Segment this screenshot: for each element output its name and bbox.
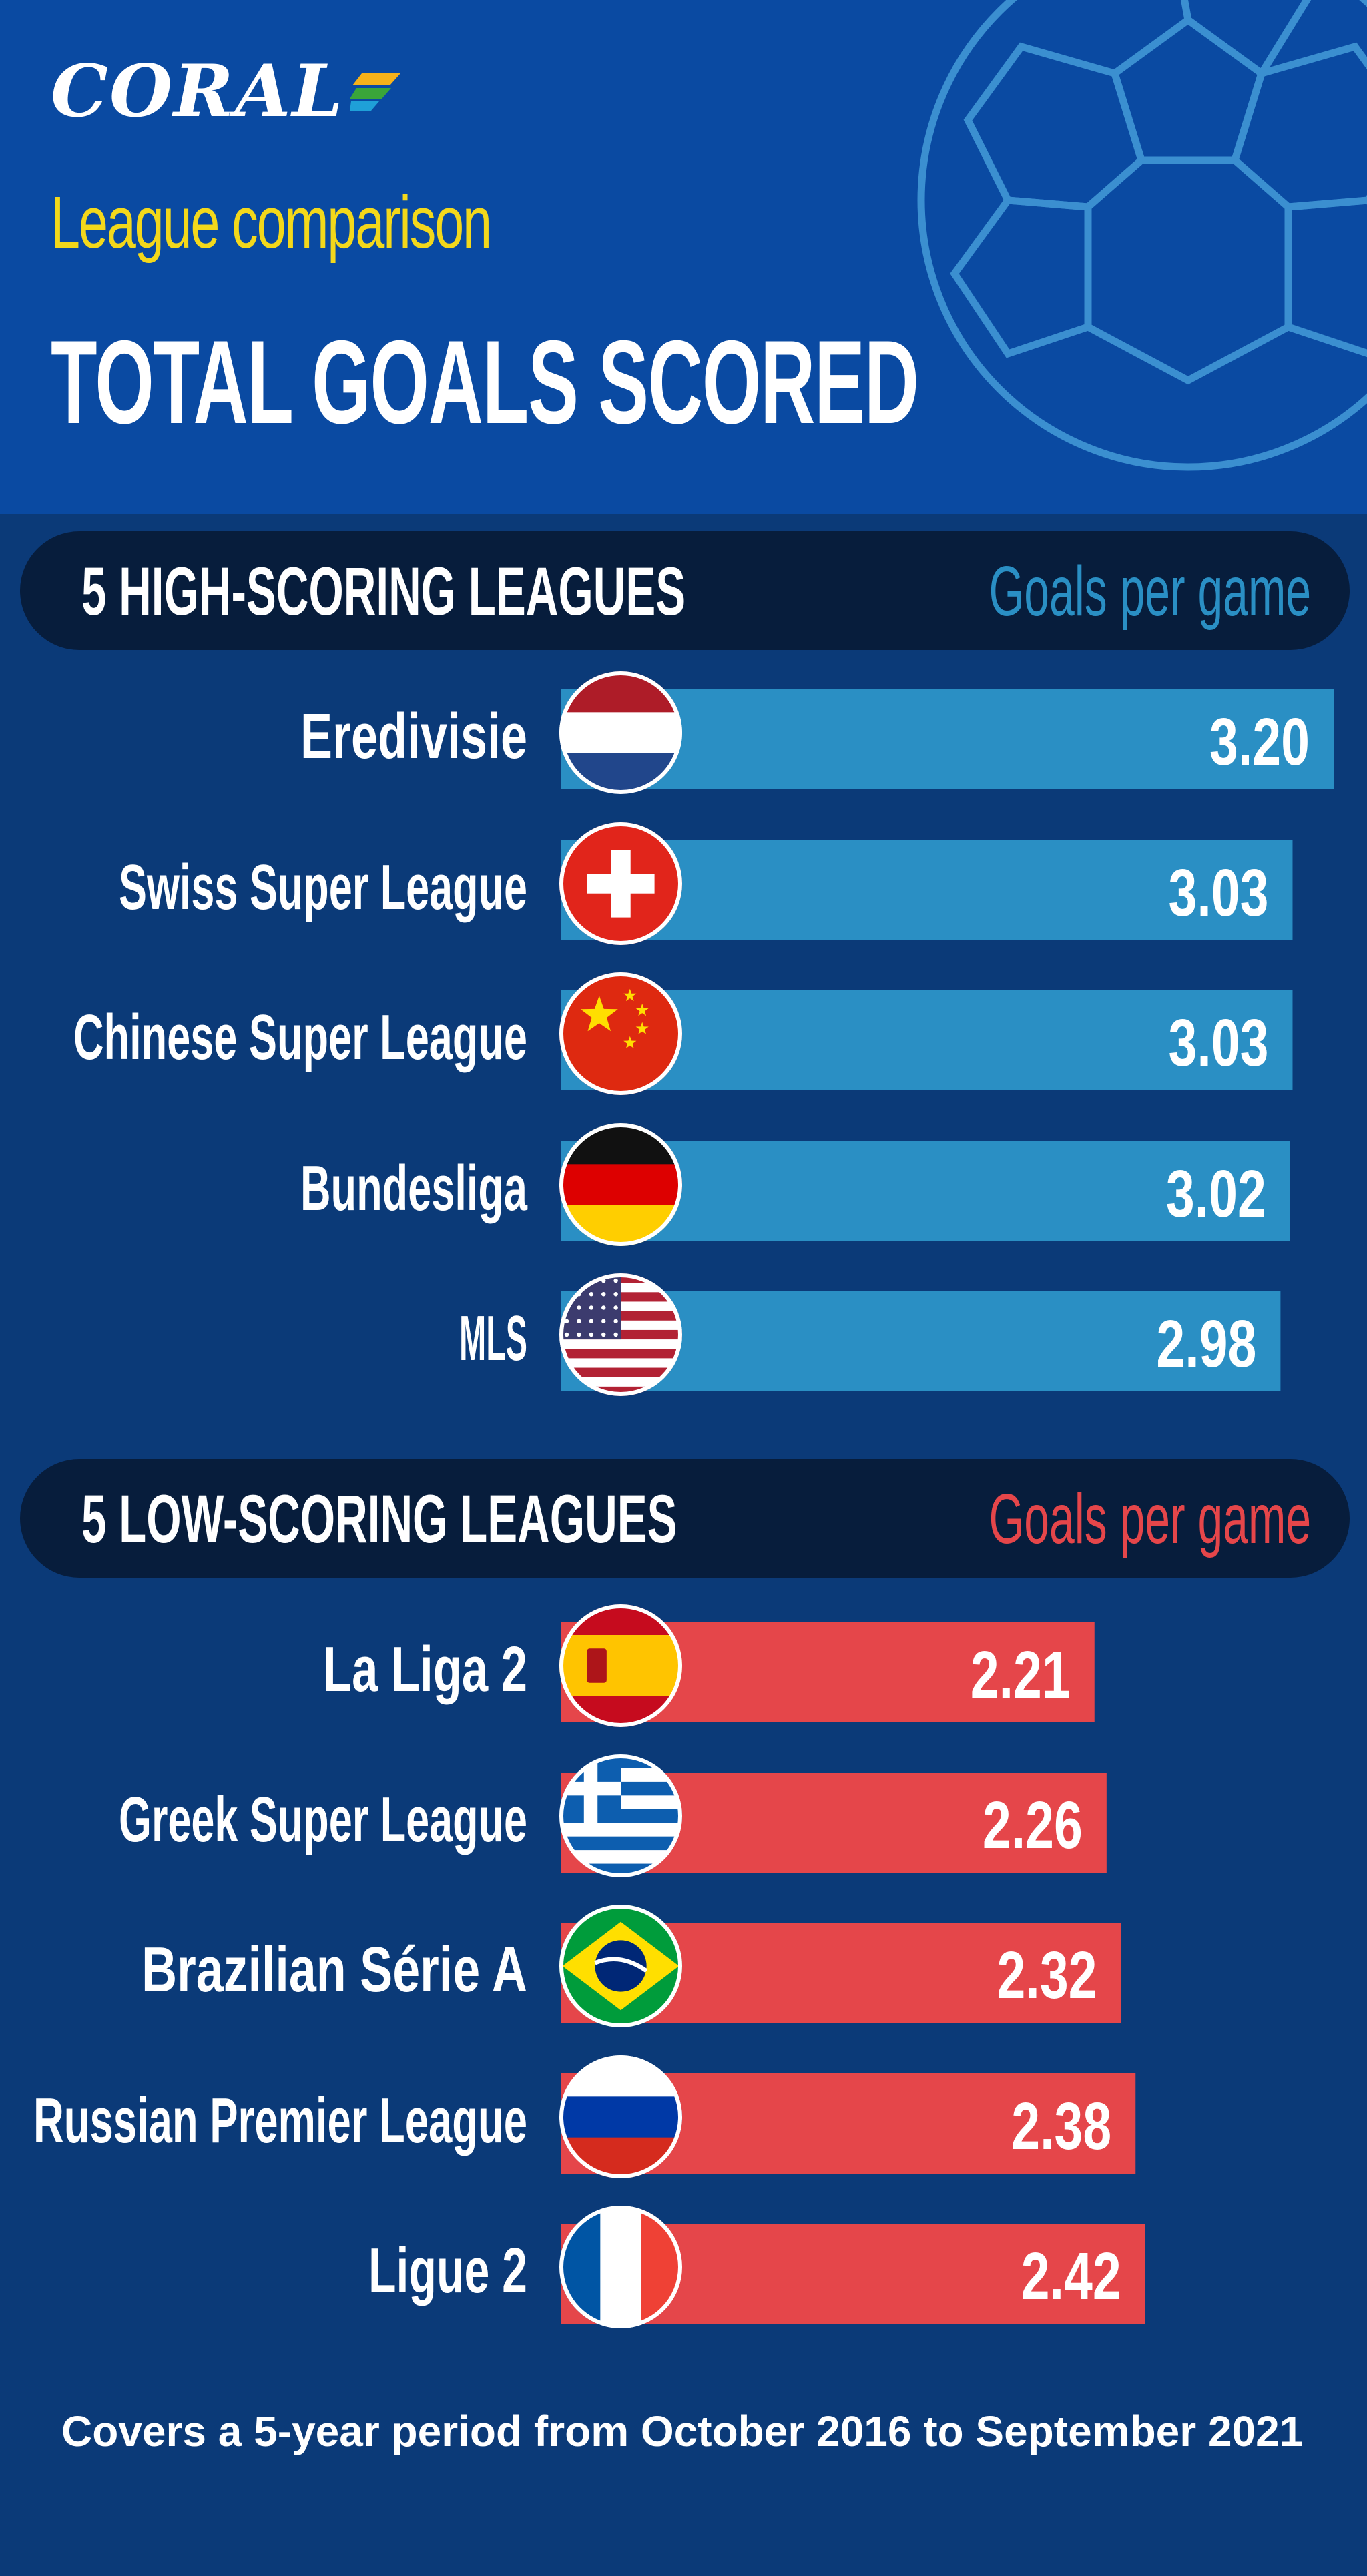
- coral-logo: CORAL: [51, 49, 402, 133]
- high-scoring-title: 5 HIGH-SCORING LEAGUES: [81, 553, 686, 629]
- bar-0-2: [561, 990, 1293, 1090]
- brand-name: CORAL: [51, 49, 344, 133]
- value-label: 3.03: [1168, 856, 1268, 930]
- value-label: 3.03: [1168, 1006, 1268, 1080]
- low-scoring-header: 5 LOW-SCORING LEAGUES Goals per game: [20, 1459, 1350, 1578]
- value-label: 3.02: [1166, 1157, 1266, 1231]
- bar-0-1: [561, 840, 1293, 940]
- value-label: 2.38: [1011, 2089, 1111, 2164]
- low-scoring-unit-label: Goals per game: [989, 1480, 1311, 1558]
- subtitle: League comparison: [51, 182, 492, 264]
- category-label: Swiss Super League: [119, 852, 527, 923]
- footnote: Covers a 5-year period from October 2016…: [61, 2407, 1304, 2455]
- china-flag-icon: [559, 972, 682, 1095]
- bar-0-3: [561, 1141, 1290, 1241]
- high-scoring-unit-label: Goals per game: [989, 552, 1311, 631]
- category-label: Bundesliga: [300, 1153, 527, 1224]
- category-label: Chinese Super League: [73, 1002, 527, 1073]
- brazil-flag-icon: [559, 1905, 682, 2027]
- header: CORAL League comparison TOTAL GOALS SCOR…: [0, 0, 1367, 514]
- value-label: 2.21: [971, 1638, 1071, 1712]
- russia-flag-icon: [559, 2055, 682, 2178]
- page-title: TOTAL GOALS SCORED: [51, 316, 919, 448]
- logo-mark-icon: [349, 73, 400, 111]
- switzerland-flag-icon: [559, 822, 682, 945]
- value-label: 2.42: [1021, 2239, 1121, 2314]
- category-label: Ligue 2: [368, 2235, 527, 2306]
- category-label: Russian Premier League: [33, 2085, 527, 2156]
- value-label: 2.98: [1156, 1307, 1256, 1381]
- category-label: MLS: [459, 1303, 527, 1374]
- greece-flag-icon: [559, 1754, 682, 1877]
- bar-0-0: [561, 689, 1334, 789]
- value-label: 2.26: [983, 1788, 1083, 1863]
- value-label: 3.20: [1209, 705, 1310, 779]
- france-flag-icon: [559, 2206, 682, 2328]
- value-label: 2.32: [997, 1938, 1097, 2013]
- category-label: Eredivisie: [300, 701, 527, 772]
- usa-flag-icon: [559, 1273, 682, 1396]
- football-icon: [917, 0, 1367, 471]
- category-label: Brazilian Série A: [142, 1934, 527, 2005]
- category-label: Greek Super League: [119, 1784, 527, 1855]
- low-scoring-title: 5 LOW-SCORING LEAGUES: [81, 1481, 677, 1557]
- high-scoring-header: 5 HIGH-SCORING LEAGUES Goals per game: [20, 531, 1350, 650]
- spain-flag-icon: [559, 1604, 682, 1727]
- netherlands-flag-icon: [559, 671, 682, 794]
- category-label: La Liga 2: [323, 1634, 527, 1705]
- germany-flag-icon: [559, 1123, 682, 1246]
